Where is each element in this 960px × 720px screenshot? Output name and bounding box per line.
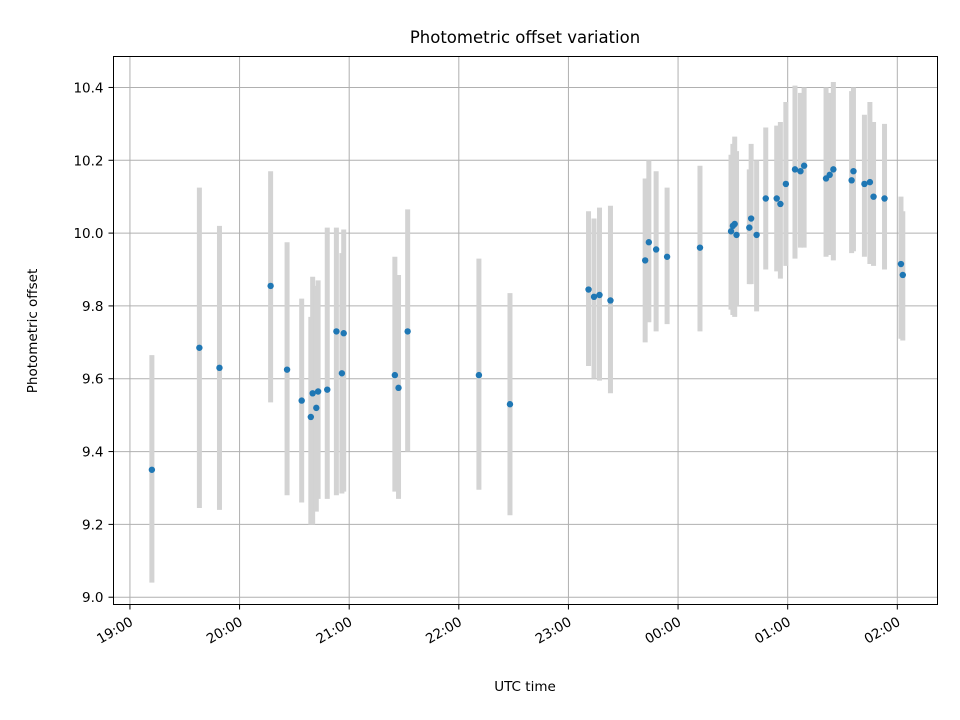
data-point [866,178,874,186]
data-point [826,171,833,179]
data-point [333,328,340,335]
data-point [830,166,837,173]
data-point [870,193,877,200]
data-point [645,239,653,246]
data-point [267,282,274,290]
y-tick-label: 9.4 [82,445,103,461]
data-point [404,328,411,335]
plot-frame [113,56,938,605]
y-tick-label: 10.0 [73,226,103,242]
data-point [881,195,888,202]
data-point [506,401,514,408]
y-tick-label: 9.0 [82,590,103,606]
data-point [746,224,753,231]
data-point [733,231,740,239]
chart-title: Photometric offset variation [410,28,640,47]
y-tick-label: 10.4 [73,80,103,96]
y-tick-label: 10.2 [73,153,103,169]
data-point [314,388,322,395]
data-point [850,167,857,175]
y-tick-label: 9.2 [82,517,103,533]
data-point [848,177,855,184]
data-point [313,404,320,412]
data-point [727,228,735,235]
data-point [797,167,804,175]
data-point [596,291,603,299]
grid [113,56,938,605]
data-points [148,162,906,473]
data-point [696,244,704,251]
data-point [897,260,905,268]
data-point [791,166,799,173]
y-tick-label: 9.6 [82,372,103,388]
data-point [782,180,790,188]
y-tick-label: 9.8 [82,299,103,315]
data-point [607,297,614,304]
data-point [777,200,784,208]
data-point [663,253,671,260]
data-point [899,271,906,279]
data-point [747,215,755,222]
data-point [590,293,598,301]
data-point [338,370,346,377]
data-point [196,344,203,351]
data-point [324,386,331,393]
data-point [585,286,592,293]
data-point [395,384,402,392]
x-axis-label: UTC time [494,679,556,695]
data-point [731,220,738,228]
data-point [762,195,769,202]
y-axis-label: Photometric offset [25,269,41,393]
data-point [773,195,780,202]
data-point [753,231,760,239]
data-point [283,366,291,373]
data-point [652,246,660,253]
data-point [216,364,223,372]
data-point [309,390,316,397]
data-point [391,371,399,379]
data-point [148,466,156,473]
data-point [475,371,483,379]
data-point [298,397,305,404]
data-point [800,162,808,169]
data-point [340,330,347,337]
data-point [861,180,868,188]
data-point [641,257,649,264]
data-point [307,413,315,421]
